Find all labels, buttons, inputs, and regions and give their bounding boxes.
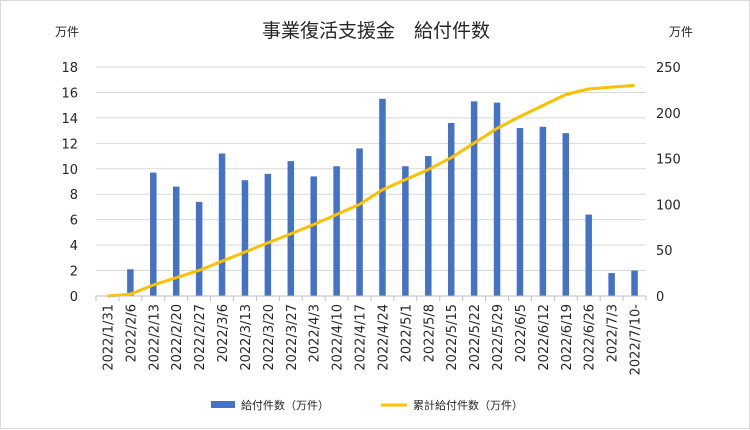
right-tick-label: 100 bbox=[656, 198, 681, 213]
x-axis: 2022/1/31 2022/2/6 2022/2/13 2022/2/20 2022/… bbox=[95, 295, 647, 376]
cumulative-line bbox=[107, 83, 635, 298]
legend-swatch-bar bbox=[211, 401, 235, 408]
x-tick-label: 2022/2/13 bbox=[147, 304, 162, 371]
x-tick-label: 2022/7/10- bbox=[629, 304, 644, 376]
bar-3 bbox=[172, 186, 180, 296]
x-tick-label: 2022/2/20 bbox=[170, 304, 185, 371]
left-tick-label: 12 bbox=[61, 137, 78, 152]
x-tick-label: 2022/2/27 bbox=[193, 304, 208, 371]
x-tick-label: 2022/5/29 bbox=[491, 304, 506, 371]
x-tick-label: 2022/5/8 bbox=[422, 304, 437, 362]
bar-series bbox=[127, 98, 638, 297]
right-y-axis: 0 50 100 150 200 250 bbox=[656, 61, 681, 305]
x-tick-label: 2022/7/3 bbox=[606, 304, 621, 362]
line-series bbox=[107, 83, 635, 298]
x-tick-label: 2022/6/26 bbox=[583, 304, 598, 371]
left-tick-label: 10 bbox=[61, 163, 78, 178]
bar-17 bbox=[493, 102, 501, 296]
x-tick-label: 2022/6/19 bbox=[560, 304, 575, 371]
bar-18 bbox=[516, 128, 524, 296]
bar-6 bbox=[241, 180, 249, 296]
bar-21 bbox=[585, 214, 592, 296]
x-tick-label: 2022/3/20 bbox=[262, 304, 277, 371]
left-tick-label: 8 bbox=[70, 188, 78, 203]
left-tick-label: 6 bbox=[70, 214, 78, 229]
x-tick-label: 2022/3/13 bbox=[239, 304, 254, 371]
bar-23 bbox=[631, 270, 638, 296]
x-tick-label: 2022/4/24 bbox=[376, 304, 391, 371]
bar-12 bbox=[379, 98, 386, 296]
right-tick-label: 200 bbox=[656, 107, 681, 122]
x-tick-label: 2022/2/6 bbox=[124, 304, 139, 362]
x-tick-label: 2022/4/10 bbox=[331, 304, 346, 371]
bar-4 bbox=[195, 201, 203, 296]
x-tick-label: 2022/3/6 bbox=[216, 304, 231, 362]
bar-8 bbox=[287, 161, 295, 296]
x-tick-label: 2022/5/15 bbox=[445, 304, 460, 371]
left-tick-label: 14 bbox=[61, 112, 78, 127]
bar-9 bbox=[310, 176, 317, 296]
x-tick-label: 2022/1/31 bbox=[101, 304, 116, 371]
right-tick-label: 50 bbox=[656, 244, 673, 259]
gridlines bbox=[96, 66, 646, 297]
bar-11 bbox=[356, 148, 363, 296]
right-tick-label: 250 bbox=[656, 61, 681, 76]
x-tick-label: 2022/5/22 bbox=[468, 304, 483, 371]
bar-19 bbox=[539, 126, 547, 297]
bar-22 bbox=[608, 273, 615, 296]
chart-title: 事業復活支援金 給付件数 bbox=[262, 20, 490, 42]
bar-14 bbox=[425, 156, 432, 296]
bar-7 bbox=[264, 173, 272, 296]
bar-13 bbox=[402, 166, 409, 296]
right-tick-label: 150 bbox=[656, 153, 681, 168]
bar-2 bbox=[150, 172, 157, 296]
left-axis-unit: 万件 bbox=[55, 25, 79, 39]
left-tick-label: 18 bbox=[61, 61, 78, 76]
left-tick-label: 2 bbox=[70, 265, 78, 280]
bar-16 bbox=[470, 101, 478, 296]
x-tick-label: 2022/4/17 bbox=[354, 304, 369, 371]
x-tick-label: 2022/6/12 bbox=[537, 304, 552, 371]
left-y-axis: 0 2 4 6 8 10 12 14 16 18 bbox=[61, 61, 78, 305]
bar-20 bbox=[562, 133, 570, 296]
legend-label-line: 累計給付件数（万件） bbox=[413, 398, 523, 412]
x-tick-label: 2022/4/3 bbox=[308, 304, 323, 362]
bar-1 bbox=[127, 269, 134, 296]
bar-5 bbox=[218, 153, 226, 296]
legend: 給付件数（万件） 累計給付件数（万件） bbox=[211, 398, 523, 412]
left-tick-label: 0 bbox=[70, 290, 78, 305]
x-tick-label: 2022/3/27 bbox=[285, 304, 300, 371]
left-tick-label: 16 bbox=[61, 86, 78, 101]
bar-10 bbox=[333, 166, 340, 296]
x-tick-label: 2022/6/5 bbox=[514, 304, 529, 362]
bar-15 bbox=[447, 122, 455, 296]
legend-label-bar: 給付件数（万件） bbox=[241, 398, 329, 412]
x-tick-label: 2022/5/1 bbox=[399, 304, 414, 362]
left-tick-label: 4 bbox=[70, 239, 78, 254]
right-tick-label: 0 bbox=[656, 290, 664, 305]
right-axis-unit: 万件 bbox=[669, 25, 693, 39]
